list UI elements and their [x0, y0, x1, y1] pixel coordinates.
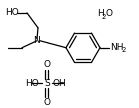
Text: 2: 2 [102, 14, 106, 20]
Text: O: O [44, 60, 50, 69]
Text: HO: HO [5, 8, 19, 17]
Text: H: H [97, 9, 104, 18]
Text: O: O [44, 98, 50, 107]
Text: S: S [44, 79, 50, 88]
Text: HO: HO [25, 79, 39, 88]
Text: NH: NH [110, 43, 123, 52]
Text: O: O [106, 9, 113, 18]
Text: OH: OH [53, 79, 67, 88]
Text: 2: 2 [122, 47, 126, 53]
Text: N: N [34, 36, 40, 45]
